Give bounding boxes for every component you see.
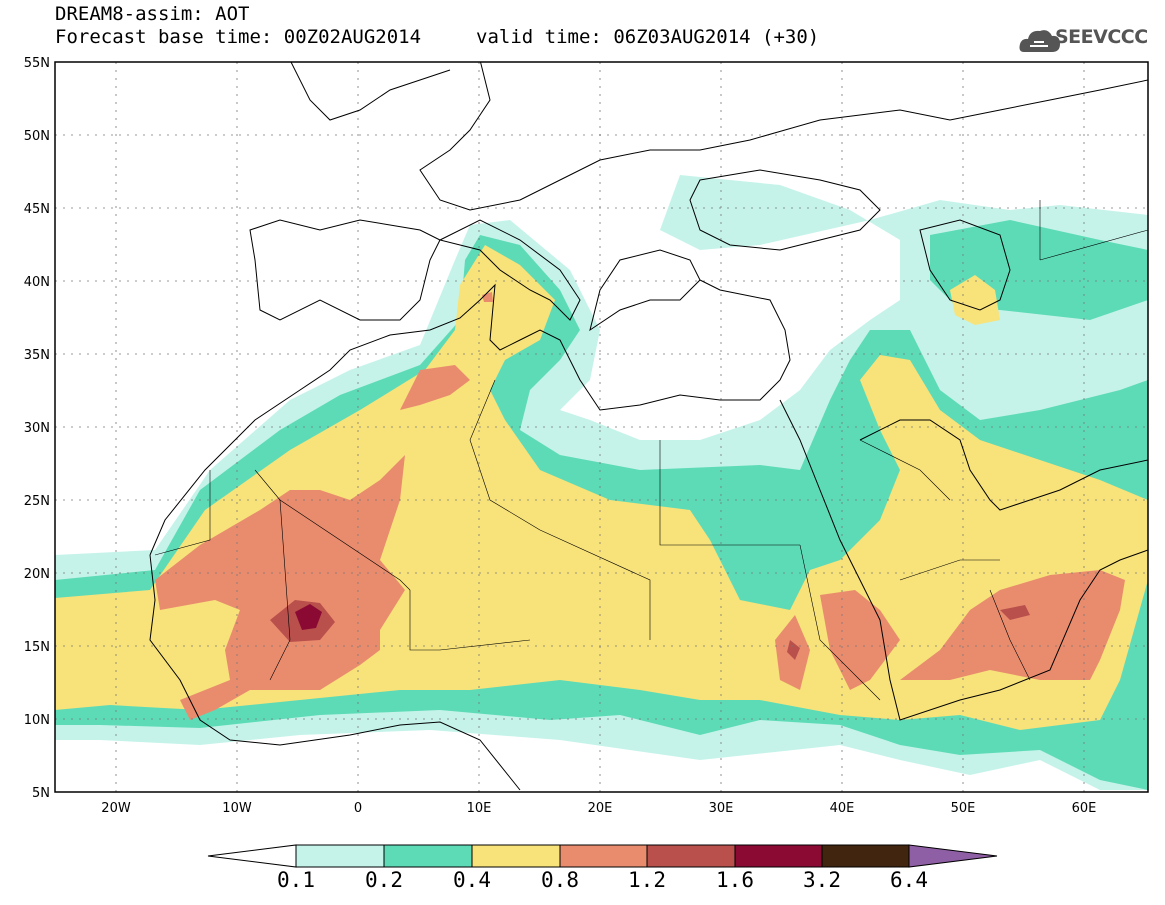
coastlines <box>149 62 1148 791</box>
colorbar-label: 0.4 <box>453 868 491 892</box>
lat-tick-label: 50N <box>24 129 50 144</box>
map-title: DREAM8-assim: AOT <box>55 3 250 25</box>
lat-tick-label: 55N <box>24 56 50 71</box>
colorbar-label: 3.2 <box>803 868 841 892</box>
logo-text: SEEVCCC <box>1055 26 1148 48</box>
lat-ticks: 55N 50N 45N 40N 35N 30N 25N 20N 15N 10N … <box>24 56 50 801</box>
lon-ticks: 20W 10W 0 10E 20E 30E 40E 50E 60E <box>101 801 1096 816</box>
colorbar-label: 6.4 <box>890 868 928 892</box>
lon-tick-label: 20E <box>588 801 613 816</box>
colorbar-segment <box>295 844 385 868</box>
lon-tick-label: 50E <box>951 801 976 816</box>
lat-tick-label: 15N <box>24 640 50 655</box>
valid-time-label: valid time: 06Z03AUG2014 (+30) <box>476 26 820 48</box>
colorbar-label: 0.8 <box>541 868 579 892</box>
aot-field <box>55 175 1148 790</box>
lat-tick-label: 5N <box>32 786 50 801</box>
colorbar-segment <box>821 844 910 868</box>
colorbar-segment <box>471 844 561 868</box>
colorbar-over-arrow <box>908 844 998 868</box>
lat-tick-label: 35N <box>24 348 50 363</box>
lon-tick-label: 0 <box>354 801 362 816</box>
lat-tick-label: 20N <box>24 567 50 582</box>
colorbar-label: 0.1 <box>277 868 315 892</box>
base-time-label: Forecast base time: 00Z02AUG2014 <box>55 26 422 48</box>
forecast-times: Forecast base time: 00Z02AUG2014 valid ti… <box>55 26 819 48</box>
lon-tick-label: 30E <box>709 801 734 816</box>
lon-tick-label: 10W <box>222 801 252 816</box>
colorbar-under-arrow <box>207 844 297 868</box>
colorbar-label: 1.2 <box>628 868 666 892</box>
borders <box>154 200 1148 701</box>
colorbar-label: 0.2 <box>365 868 403 892</box>
lat-tick-label: 45N <box>24 202 50 217</box>
lat-tick-label: 25N <box>24 494 50 509</box>
colorbar <box>207 844 998 868</box>
lon-tick-label: 10E <box>467 801 492 816</box>
colorbar-segment <box>646 844 736 868</box>
lon-tick-label: 40E <box>830 801 855 816</box>
lat-tick-label: 40N <box>24 275 50 290</box>
lon-tick-label: 20W <box>101 801 131 816</box>
colorbar-segment <box>559 844 648 868</box>
cloud-icon <box>1019 30 1060 52</box>
graticule <box>55 62 1148 792</box>
lat-tick-label: 10N <box>24 713 50 728</box>
lon-tick-label: 60E <box>1072 801 1097 816</box>
lat-tick-label: 30N <box>24 421 50 436</box>
colorbar-segment <box>383 844 473 868</box>
colorbar-label: 1.6 <box>716 868 754 892</box>
plot-frame <box>54 61 1149 793</box>
colorbar-segment <box>734 844 823 868</box>
